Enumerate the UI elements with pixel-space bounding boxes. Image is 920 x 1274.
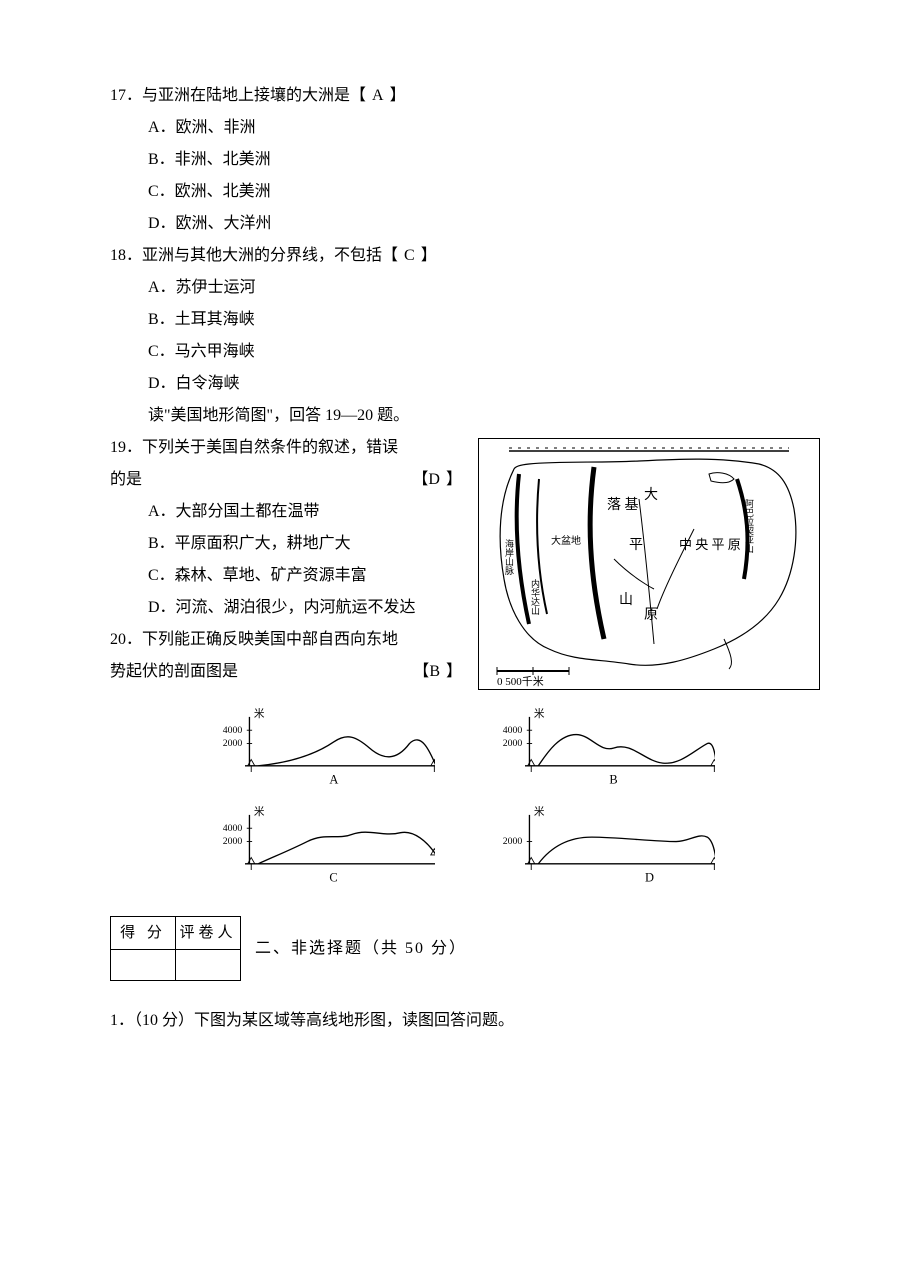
usa-map: 0 500千米 落 基 大 平 山 原 中 央 平 原 大盆地 内华达山 海岸山… bbox=[478, 438, 820, 690]
q18-stem-pre: 18．亚洲与其他大洲的分界线，不包括【 bbox=[110, 247, 398, 264]
score-header-1: 得 分 bbox=[111, 917, 176, 950]
q20-line2-left: 势起伏的剖面图是 bbox=[110, 656, 238, 688]
q19-opt-b: B．平原面积广大，耕地广大 bbox=[110, 528, 462, 560]
q20-line1: 20．下列能正确反映美国中部自西向东地 bbox=[110, 624, 462, 656]
svg-text:4000: 4000 bbox=[223, 725, 243, 736]
q19-bracket: 【D 】 bbox=[412, 464, 462, 496]
map-scale: 0 500千米 bbox=[497, 675, 544, 688]
q19-opt-c: C．森林、草地、矿产资源丰富 bbox=[110, 560, 462, 592]
q17-stem: 17．与亚洲在陆地上接壤的大洲是【 A 】 bbox=[110, 80, 820, 112]
svg-text:平: 平 bbox=[629, 538, 643, 553]
q18-opt-c: C．马六甲海峡 bbox=[110, 336, 820, 368]
q19-opt-d: D．河流、湖泊很少，内河航运不发达 bbox=[110, 592, 462, 624]
q18-stem-post: 】 bbox=[417, 247, 437, 264]
q20-bracket: 【B 】 bbox=[413, 656, 462, 688]
profile-charts-row-2: 米 4000 2000 C 米 2000 D bbox=[110, 806, 820, 886]
svg-text:大盆地: 大盆地 bbox=[551, 534, 581, 547]
score-header-2: 评卷人 bbox=[176, 917, 241, 950]
q17-opt-c: C．欧洲、北美洲 bbox=[110, 176, 820, 208]
profile-chart-a: 米 4000 2000 A bbox=[215, 708, 435, 788]
q19-line2: 的是 【D 】 bbox=[110, 464, 462, 496]
svg-text:米: 米 bbox=[534, 806, 545, 818]
svg-text:2000: 2000 bbox=[223, 738, 243, 749]
svg-text:原: 原 bbox=[644, 608, 658, 623]
instruction-19-20: 读"美国地形简图"，回答 19—20 题。 bbox=[110, 400, 820, 432]
profile-charts-row-1: 米 4000 2000 A 米 4000 2000 B bbox=[110, 708, 820, 788]
svg-text:中 央 平 原: 中 央 平 原 bbox=[679, 537, 741, 552]
q17-opt-b: B．非洲、北美洲 bbox=[110, 144, 820, 176]
svg-text:大: 大 bbox=[644, 487, 658, 503]
q17-answer: A bbox=[366, 87, 386, 104]
q19-line2-left: 的是 bbox=[110, 464, 142, 496]
svg-text:D: D bbox=[645, 871, 654, 885]
q19-line1: 19．下列关于美国自然条件的叙述，错误 bbox=[110, 432, 462, 464]
profile-chart-b: 米 4000 2000 B bbox=[495, 708, 715, 788]
table-row: 得 分 评卷人 bbox=[111, 917, 241, 950]
svg-text:C: C bbox=[329, 871, 337, 885]
svg-text:4000: 4000 bbox=[503, 725, 523, 736]
q17-stem-pre: 17．与亚洲在陆地上接壤的大洲是【 bbox=[110, 87, 366, 104]
svg-text:阿巴拉契亚山: 阿巴拉契亚山 bbox=[744, 499, 754, 553]
svg-text:米: 米 bbox=[254, 806, 265, 818]
svg-text:山: 山 bbox=[619, 592, 633, 608]
svg-text:米: 米 bbox=[534, 708, 545, 720]
svg-text:4000: 4000 bbox=[223, 823, 243, 834]
svg-text:2000: 2000 bbox=[503, 738, 523, 749]
q19-q20-block: 19．下列关于美国自然条件的叙述，错误 的是 【D 】 A．大部分国土都在温带 … bbox=[110, 432, 820, 690]
svg-text:B: B bbox=[609, 773, 617, 787]
q17-opt-a: A．欧洲、非洲 bbox=[110, 112, 820, 144]
score-section: 得 分 评卷人 二、非选择题（共 50 分） bbox=[110, 916, 820, 981]
svg-text:海岸山脉: 海岸山脉 bbox=[504, 538, 514, 575]
q17-opt-d: D．欧洲、大洋州 bbox=[110, 208, 820, 240]
q18-stem: 18．亚洲与其他大洲的分界线，不包括【 C 】 bbox=[110, 240, 820, 272]
q19-answer: D bbox=[428, 471, 442, 488]
profile-chart-c: 米 4000 2000 C bbox=[215, 806, 435, 886]
svg-text:2000: 2000 bbox=[503, 836, 523, 847]
svg-text:落 基: 落 基 bbox=[607, 496, 639, 513]
score-cell-2 bbox=[176, 950, 241, 981]
profile-chart-d: 米 2000 D bbox=[495, 806, 715, 886]
section2-q1: 1．（10 分）下图为某区域等高线地形图，读图回答问题。 bbox=[110, 1005, 820, 1037]
q20-answer: B bbox=[429, 663, 442, 680]
score-cell-1 bbox=[111, 950, 176, 981]
q19-q20-text: 19．下列关于美国自然条件的叙述，错误 的是 【D 】 A．大部分国土都在温带 … bbox=[110, 432, 462, 688]
q18-answer: C bbox=[398, 247, 417, 264]
q19-opt-a: A．大部分国土都在温带 bbox=[110, 496, 462, 528]
section-2-title: 二、非选择题（共 50 分） bbox=[255, 933, 467, 965]
q18-opt-d: D．白令海峡 bbox=[110, 368, 820, 400]
q20-line2: 势起伏的剖面图是 【B 】 bbox=[110, 656, 462, 688]
svg-text:A: A bbox=[329, 773, 338, 787]
q18-opt-b: B．土耳其海峡 bbox=[110, 304, 820, 336]
q18-opt-a: A．苏伊士运河 bbox=[110, 272, 820, 304]
score-table: 得 分 评卷人 bbox=[110, 916, 241, 981]
svg-text:内华达山: 内华达山 bbox=[530, 578, 540, 615]
q17-stem-post: 】 bbox=[386, 87, 406, 104]
table-row bbox=[111, 950, 241, 981]
svg-text:米: 米 bbox=[254, 708, 265, 720]
svg-text:2000: 2000 bbox=[223, 836, 243, 847]
